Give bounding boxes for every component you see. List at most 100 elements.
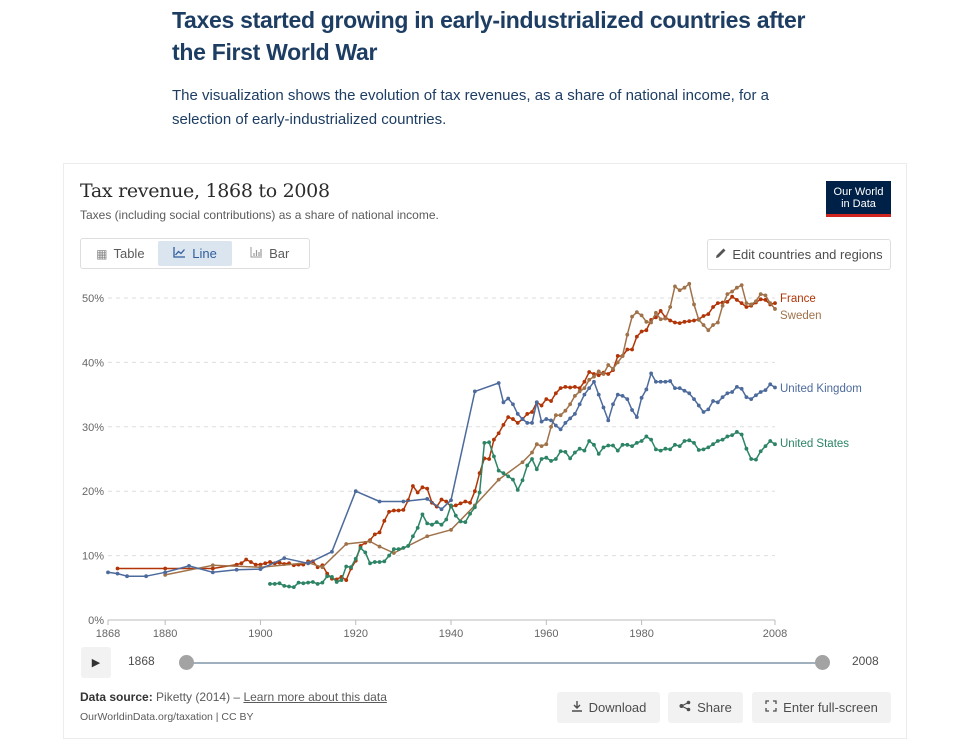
data-point xyxy=(444,517,449,522)
data-point xyxy=(382,518,387,523)
data-point xyxy=(720,437,725,442)
data-point xyxy=(553,423,558,428)
data-point xyxy=(453,503,458,508)
play-button[interactable]: ▶ xyxy=(81,647,111,678)
data-point xyxy=(692,318,696,323)
x-tick-label: 1980 xyxy=(629,628,653,640)
data-point xyxy=(673,284,677,289)
data-point xyxy=(334,580,339,584)
share-label: Share xyxy=(697,700,732,715)
data-point xyxy=(754,393,758,398)
data-point xyxy=(449,503,453,508)
data-point xyxy=(673,442,677,447)
data-point xyxy=(511,477,515,482)
data-point xyxy=(249,560,253,564)
download-button[interactable]: Download xyxy=(557,692,660,723)
data-point xyxy=(301,581,306,586)
data-point xyxy=(768,382,773,387)
data-point xyxy=(582,392,587,397)
data-point xyxy=(525,463,530,468)
data-point xyxy=(634,415,639,420)
data-point xyxy=(730,433,735,438)
data-point xyxy=(115,566,120,571)
x-tick-label: 1920 xyxy=(344,628,368,640)
data-point xyxy=(615,354,620,358)
data-point xyxy=(420,512,425,517)
data-point xyxy=(739,386,744,391)
data-point xyxy=(677,321,682,326)
data-point xyxy=(711,305,715,309)
data-point xyxy=(163,566,168,571)
data-point xyxy=(620,354,625,358)
data-point xyxy=(144,574,149,579)
data-point xyxy=(458,519,463,524)
data-point xyxy=(634,334,639,339)
data-point xyxy=(468,511,472,516)
data-point xyxy=(687,438,692,443)
timeline-track[interactable] xyxy=(186,662,823,664)
data-point xyxy=(553,413,558,418)
data-point xyxy=(768,301,773,306)
data-point xyxy=(630,347,634,352)
data-point xyxy=(563,450,568,454)
tab-line[interactable]: Line xyxy=(157,241,233,266)
data-point xyxy=(615,448,620,453)
data-point xyxy=(754,299,758,304)
data-point xyxy=(758,292,763,297)
data-point xyxy=(734,384,739,389)
data-point xyxy=(115,571,120,576)
data-point xyxy=(425,534,430,539)
data-point xyxy=(658,379,663,384)
data-point xyxy=(677,288,682,293)
tab-table[interactable]: ▦ Table xyxy=(83,241,158,266)
data-point xyxy=(549,459,553,463)
data-point xyxy=(687,319,692,324)
timeline-start-handle[interactable] xyxy=(179,655,194,670)
data-point xyxy=(539,457,544,461)
data-point xyxy=(330,549,334,554)
data-point xyxy=(601,405,606,410)
timeline-end-handle[interactable] xyxy=(815,655,830,670)
data-point xyxy=(663,379,668,384)
y-tick-label: 30% xyxy=(82,422,104,434)
data-point xyxy=(573,384,577,389)
chart-subtitle: Taxes (including social contributions) a… xyxy=(80,208,439,222)
data-point xyxy=(754,457,758,462)
data-point xyxy=(720,303,725,308)
series-line-france xyxy=(117,295,776,581)
data-point xyxy=(530,421,534,425)
x-tick-label: 1880 xyxy=(153,628,177,640)
data-point xyxy=(568,402,573,407)
data-point xyxy=(706,312,711,316)
data-point xyxy=(634,310,639,315)
data-point xyxy=(677,386,682,391)
edit-countries-button[interactable]: Edit countries and regions xyxy=(707,239,891,270)
data-point xyxy=(520,417,525,421)
data-point xyxy=(425,486,430,491)
x-tick-label: 1900 xyxy=(248,628,272,640)
data-point xyxy=(720,395,725,400)
fullscreen-button[interactable]: Enter full-screen xyxy=(752,692,891,723)
data-point xyxy=(306,580,310,585)
data-point xyxy=(577,446,582,451)
y-tick-label: 0% xyxy=(88,615,104,627)
data-point xyxy=(330,574,334,579)
learn-more-link[interactable]: Learn more about this data xyxy=(243,690,387,704)
fullscreen-icon xyxy=(765,700,777,715)
data-point xyxy=(339,578,344,582)
data-point xyxy=(744,305,749,309)
data-point xyxy=(644,319,649,324)
data-point xyxy=(492,454,496,459)
data-point xyxy=(268,582,272,586)
series-label: United Kingdom xyxy=(780,383,862,395)
data-point xyxy=(263,561,268,566)
share-button[interactable]: Share xyxy=(668,692,743,723)
tab-bar[interactable]: Bar xyxy=(232,241,307,266)
data-point xyxy=(439,497,444,502)
data-point xyxy=(420,485,425,490)
data-point xyxy=(387,509,391,514)
data-point xyxy=(696,448,701,452)
data-point xyxy=(758,297,763,302)
owid-logo[interactable]: Our World in Data xyxy=(826,181,891,217)
data-point xyxy=(701,447,706,452)
